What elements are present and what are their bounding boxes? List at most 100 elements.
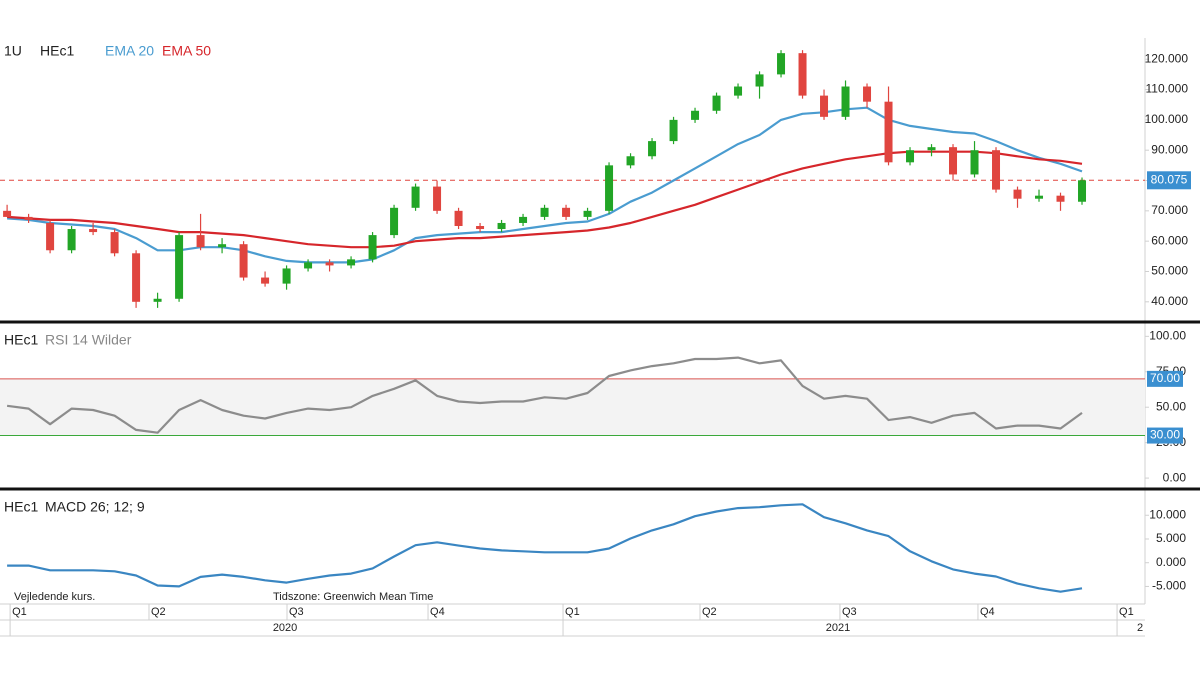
candle-body (282, 268, 291, 284)
year-label: 2021 (826, 622, 850, 634)
candle-body (669, 119, 678, 142)
candle-body (497, 222, 506, 230)
candle-body (1078, 180, 1087, 202)
candle-body (1056, 195, 1065, 202)
candle-body (304, 262, 313, 269)
candle-body (1013, 189, 1022, 199)
legend-entry: EMA 20 (105, 43, 154, 59)
candle-body (841, 86, 850, 117)
candle-body (46, 222, 55, 251)
panel-title: HEc1 (40, 43, 74, 59)
candle-body (863, 86, 872, 102)
y-tick-label: 50.00 (1156, 399, 1186, 413)
candle-body (67, 229, 76, 251)
candle-body (89, 229, 98, 233)
candle-body (906, 150, 915, 163)
candle-body (540, 207, 549, 217)
candle-body (970, 150, 979, 175)
last-price-label: 80.075 (1151, 172, 1188, 186)
candle-body (562, 207, 571, 217)
y-tick-label: 10.000 (1149, 507, 1186, 521)
candle-body (820, 95, 829, 117)
y-tick-label: 70.000 (1151, 203, 1188, 217)
panel-title: HEc1 (4, 332, 38, 348)
quarter-label: Q3 (289, 606, 304, 618)
candle-body (927, 147, 936, 151)
y-tick-label: 100.00 (1149, 329, 1186, 343)
footnote: Vejledende kurs. (14, 591, 95, 603)
candle-body (390, 207, 399, 236)
y-tick-label: 50.000 (1151, 264, 1188, 278)
candle-body (175, 235, 184, 299)
candle-body (218, 244, 227, 248)
candle-body (777, 53, 786, 75)
quarter-label: Q1 (12, 606, 27, 618)
legend-entry: EMA 50 (162, 43, 211, 59)
legend-entry: MACD 26; 12; 9 (45, 499, 145, 515)
candle-body (798, 53, 807, 96)
y-tick-label: 5.000 (1156, 531, 1186, 545)
candle-body (605, 165, 614, 211)
candle-body (411, 186, 420, 208)
y-tick-label: 60.000 (1151, 233, 1188, 247)
last-price-box (1147, 171, 1191, 190)
candle-body (24, 216, 33, 220)
candle-body (110, 232, 119, 254)
candle-body (261, 277, 270, 284)
y-tick-label: -5.000 (1152, 579, 1186, 593)
candle-body (734, 86, 743, 96)
candle-body (368, 235, 377, 260)
y-tick-label: 90.000 (1151, 142, 1188, 156)
y-tick-label: 0.00 (1163, 470, 1187, 484)
candle-body (153, 298, 162, 302)
candle-body (519, 216, 528, 223)
level-label: 70.00 (1150, 371, 1180, 385)
level-box (1147, 370, 1183, 387)
interval: 1U (4, 43, 22, 59)
candle-body (626, 156, 635, 166)
y-tick-label: 100.000 (1145, 112, 1189, 126)
candle-body (949, 147, 958, 175)
candle-body (691, 110, 700, 120)
y-tick-label: 40.000 (1151, 294, 1188, 308)
candle-body (648, 141, 657, 157)
series-line (7, 150, 1083, 249)
quarter-label: Q4 (430, 606, 445, 618)
quarter-label: Q2 (151, 606, 166, 618)
candle-body (454, 210, 463, 226)
candle-body (239, 244, 248, 278)
candle-body (992, 150, 1001, 190)
candle-body (347, 259, 356, 266)
quarter-label: Q2 (702, 606, 717, 618)
legend-entry: RSI 14 Wilder (45, 332, 132, 348)
year-label: 2020 (273, 622, 297, 634)
candle-body (712, 95, 721, 111)
level-label: 30.00 (1150, 428, 1180, 442)
candle-body (755, 74, 764, 87)
level-band (0, 378, 1145, 436)
panel-title: HEc1 (4, 499, 38, 515)
footnote: Tidszone: Greenwich Mean Time (273, 591, 433, 603)
year-label: 2 (1137, 622, 1143, 634)
quarter-label: Q4 (980, 606, 995, 618)
y-tick-label: 120.000 (1145, 51, 1189, 65)
candle-body (132, 253, 141, 302)
series-line (7, 106, 1083, 264)
quarter-label: Q1 (1119, 606, 1134, 618)
series-line (7, 503, 1083, 593)
candle-body (476, 226, 485, 230)
candle-body (1035, 195, 1044, 199)
y-tick-label: 110.000 (1146, 82, 1189, 96)
quarter-label: Q1 (565, 606, 580, 618)
candle-body (884, 101, 893, 163)
series-line (6, 356, 1083, 434)
candle-body (325, 262, 334, 266)
quarter-label: Q3 (842, 606, 857, 618)
y-tick-label: 0.000 (1156, 555, 1186, 569)
candle-body (196, 235, 205, 248)
level-box (1147, 427, 1183, 444)
candle-body (583, 210, 592, 217)
